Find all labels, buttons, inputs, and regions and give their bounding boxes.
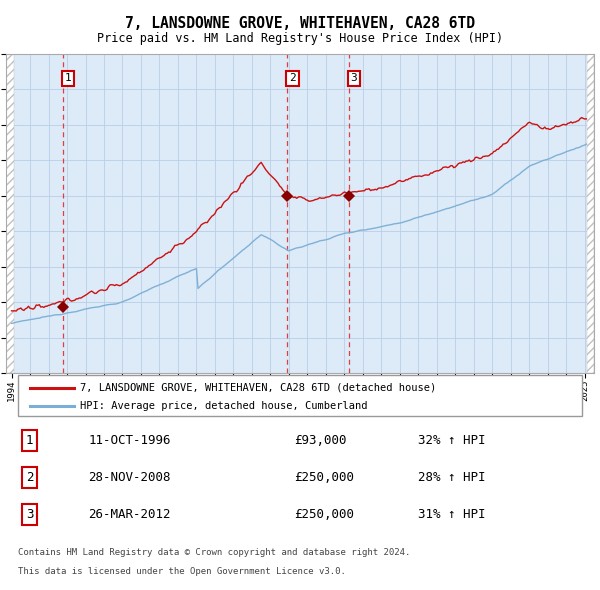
Text: 3: 3 — [26, 508, 33, 521]
Text: Price paid vs. HM Land Registry's House Price Index (HPI): Price paid vs. HM Land Registry's House … — [97, 32, 503, 45]
Text: £250,000: £250,000 — [294, 471, 354, 484]
Text: 7, LANSDOWNE GROVE, WHITEHAVEN, CA28 6TD: 7, LANSDOWNE GROVE, WHITEHAVEN, CA28 6TD — [125, 17, 475, 31]
Text: £250,000: £250,000 — [294, 508, 354, 521]
Text: 11-OCT-1996: 11-OCT-1996 — [88, 434, 171, 447]
Text: 26-MAR-2012: 26-MAR-2012 — [88, 508, 171, 521]
Text: 1: 1 — [26, 434, 33, 447]
Text: 32% ↑ HPI: 32% ↑ HPI — [418, 434, 485, 447]
Text: Contains HM Land Registry data © Crown copyright and database right 2024.: Contains HM Land Registry data © Crown c… — [18, 548, 410, 557]
Text: 7, LANSDOWNE GROVE, WHITEHAVEN, CA28 6TD (detached house): 7, LANSDOWNE GROVE, WHITEHAVEN, CA28 6TD… — [79, 383, 436, 393]
Text: 2: 2 — [289, 74, 296, 83]
Text: 3: 3 — [350, 74, 357, 83]
Text: 1: 1 — [65, 74, 71, 83]
Text: 2: 2 — [26, 471, 33, 484]
Text: £93,000: £93,000 — [294, 434, 347, 447]
Text: 28% ↑ HPI: 28% ↑ HPI — [418, 471, 485, 484]
Text: 31% ↑ HPI: 31% ↑ HPI — [418, 508, 485, 521]
Text: HPI: Average price, detached house, Cumberland: HPI: Average price, detached house, Cumb… — [79, 401, 367, 411]
Text: 28-NOV-2008: 28-NOV-2008 — [88, 471, 171, 484]
Text: This data is licensed under the Open Government Licence v3.0.: This data is licensed under the Open Gov… — [18, 568, 346, 576]
